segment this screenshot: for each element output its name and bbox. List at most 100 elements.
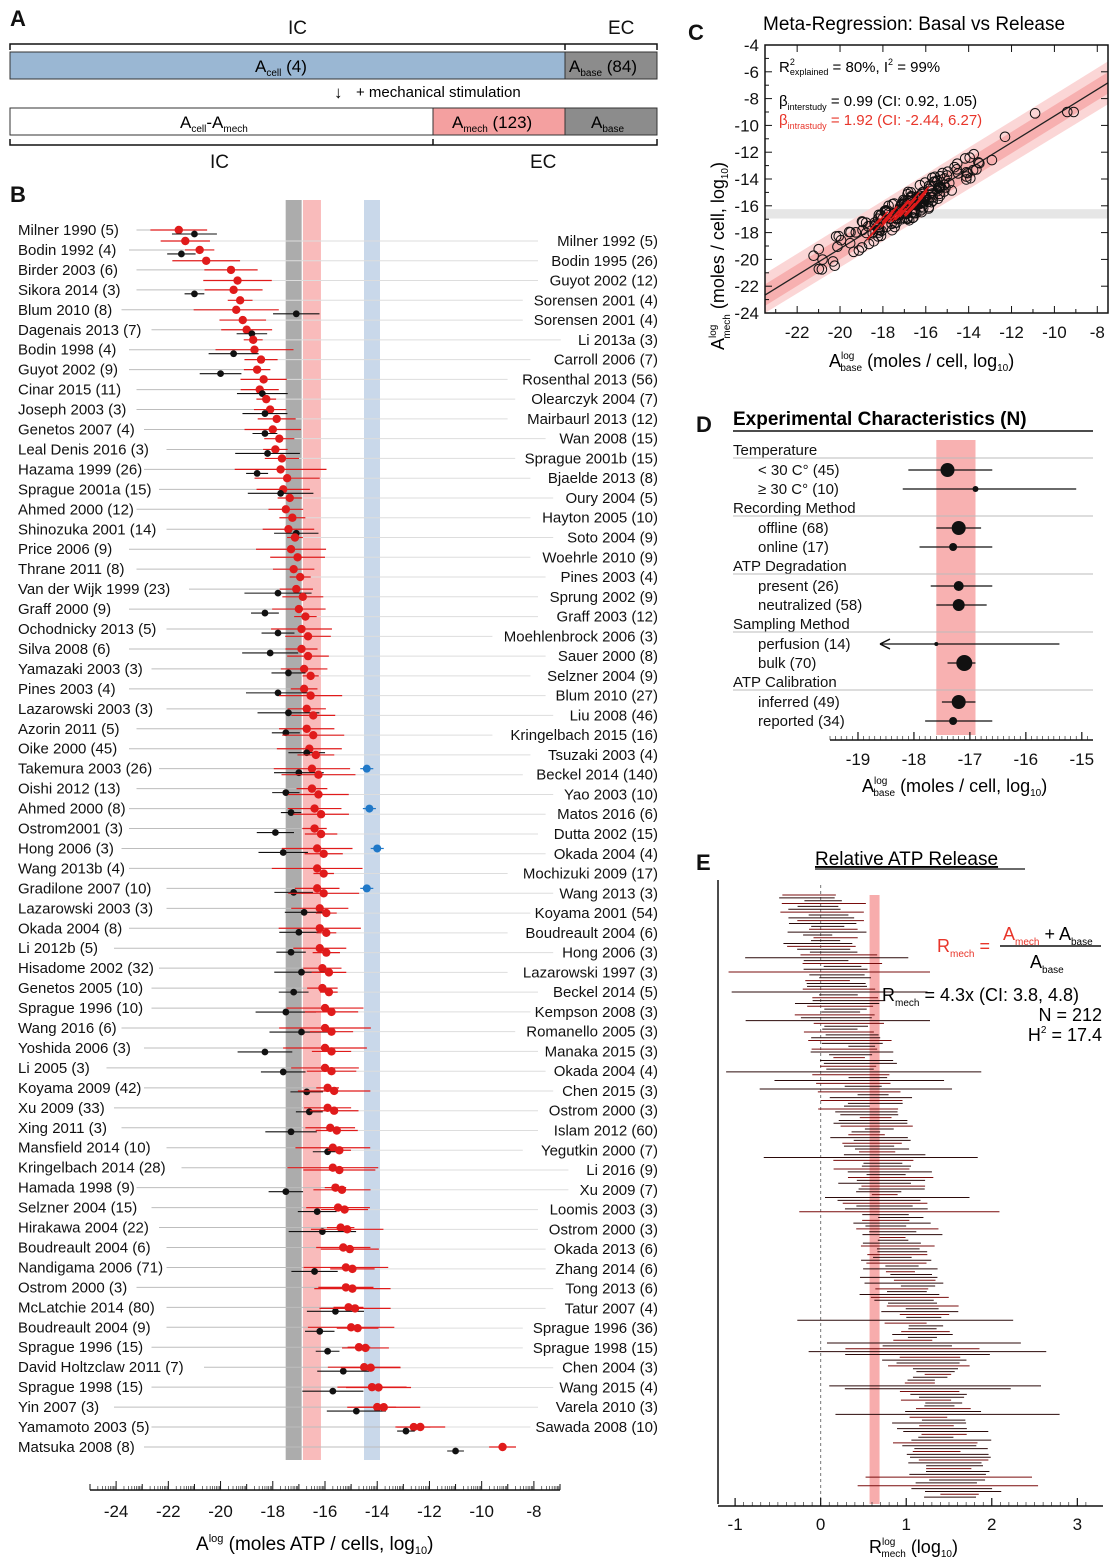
release-point bbox=[316, 810, 326, 819]
release-point bbox=[354, 1343, 364, 1352]
scatter-point bbox=[949, 161, 960, 173]
release-point bbox=[322, 948, 331, 957]
panel-e-tick-label: 2 bbox=[987, 1515, 996, 1534]
basal-point bbox=[274, 689, 282, 697]
scatter-point bbox=[883, 200, 894, 212]
release-point bbox=[285, 493, 294, 503]
panel-a-bot-ic: IC bbox=[210, 152, 229, 173]
release-point bbox=[341, 1283, 351, 1292]
left-study-label: Selzner 2004 (15) bbox=[18, 1200, 137, 1217]
panel-b-tick-label: -22 bbox=[156, 1502, 181, 1521]
release-point bbox=[307, 784, 317, 793]
panel-b-x-axis: -24 -22 -20 -18 -16 -14 -12 -10 -8 bbox=[89, 1481, 561, 1521]
release-point bbox=[275, 434, 284, 443]
left-study-label: Joseph 2003 (3) bbox=[18, 402, 126, 419]
panel-c-plot: -22 -20 -18 -16 -14 -12 -10 -8 -4 -6 -8 -10 -12 -14 -1… bbox=[734, 36, 1109, 342]
left-study-label: Ochodnicky 2013 (5) bbox=[18, 621, 156, 638]
release-point bbox=[327, 1047, 336, 1056]
left-study-label: Ostrom2001 (3) bbox=[18, 821, 123, 838]
scatter-point bbox=[816, 264, 828, 275]
release-point bbox=[286, 545, 296, 554]
left-study-label: Boudreault 2004 (6) bbox=[18, 1239, 151, 1256]
left-arrow-icon bbox=[879, 638, 891, 650]
basal-point bbox=[277, 489, 285, 497]
release-point bbox=[319, 849, 328, 858]
right-study-label: Bodin 1995 (26) bbox=[551, 253, 658, 270]
release-point bbox=[322, 928, 331, 938]
panel-e-tick-label: 3 bbox=[1073, 1515, 1082, 1534]
basal-point bbox=[282, 1188, 290, 1196]
basal-point bbox=[352, 1407, 360, 1415]
release-point bbox=[316, 829, 326, 839]
group-header: Temperature bbox=[733, 442, 817, 459]
release-point bbox=[297, 624, 306, 634]
scatter-point bbox=[808, 250, 819, 261]
release-point bbox=[201, 256, 211, 265]
release-point bbox=[318, 963, 327, 973]
scatter-point bbox=[929, 171, 941, 183]
right-study-label: Sprague 2001b (15) bbox=[525, 450, 658, 467]
release-point bbox=[335, 1146, 344, 1155]
estimate-point bbox=[956, 655, 973, 671]
summary-band bbox=[765, 209, 1108, 219]
intrastudy-segment bbox=[880, 214, 893, 228]
scatter-point bbox=[856, 242, 868, 253]
panel-e-result: Rmech = 4.3x (CI: 3.8, 4.8) bbox=[882, 985, 1079, 1009]
left-study-label: Kringelbach 2014 (28) bbox=[18, 1160, 166, 1177]
basal-point bbox=[253, 470, 261, 477]
release-point bbox=[256, 355, 266, 364]
release-point bbox=[232, 305, 241, 315]
panel-c-letter: C bbox=[688, 20, 704, 45]
release-point bbox=[323, 1103, 332, 1113]
right-study-label: Okada 2013 (6) bbox=[554, 1241, 658, 1258]
panel-d-tick-label: -19 bbox=[846, 750, 871, 769]
basal-point bbox=[292, 310, 300, 318]
left-study-label: Shinozuka 2001 (14) bbox=[18, 521, 156, 538]
left-study-label: Boudreault 2004 (9) bbox=[18, 1319, 151, 1336]
panel-d-tick-label: -18 bbox=[902, 750, 927, 769]
scatter-point bbox=[961, 174, 972, 185]
panel-e-eq-den: Abase bbox=[1030, 952, 1064, 976]
basal-point bbox=[339, 1367, 347, 1375]
release-point bbox=[297, 644, 306, 654]
right-study-label: Romanello 2005 (3) bbox=[526, 1024, 658, 1041]
cell-summary-band bbox=[364, 200, 380, 1460]
panel-e-n: N = 212 bbox=[1038, 1005, 1102, 1025]
right-study-label: Manaka 2015 (3) bbox=[545, 1043, 658, 1060]
estimate-point bbox=[951, 521, 966, 535]
basal-point bbox=[261, 430, 269, 437]
release-point bbox=[320, 1023, 330, 1033]
right-study-label: Sprung 2002 (9) bbox=[550, 589, 658, 606]
panel-d-xlabel: Alog base (moles / cell, log10) bbox=[862, 776, 1047, 799]
left-study-label: Sprague 1996 (10) bbox=[18, 1000, 143, 1017]
basal-point bbox=[324, 1347, 332, 1355]
basal-point bbox=[282, 789, 290, 797]
scatter-point bbox=[872, 231, 884, 242]
left-study-label: Thrane 2011 (8) bbox=[18, 561, 124, 578]
left-study-label: Li 2012b (5) bbox=[18, 940, 98, 957]
right-study-label: Oury 2004 (5) bbox=[565, 490, 658, 507]
cell-point bbox=[373, 844, 382, 853]
right-study-label: Beckel 2014 (5) bbox=[553, 984, 658, 1001]
basal-point bbox=[217, 370, 224, 378]
right-study-label: Hayton 2005 (10) bbox=[542, 510, 658, 527]
left-study-label: Xu 2009 (33) bbox=[18, 1100, 105, 1117]
release-point bbox=[315, 904, 324, 913]
left-study-label: Graff 2000 (9) bbox=[18, 601, 111, 618]
panel-e-summary-band bbox=[869, 895, 880, 1504]
scatter-point bbox=[962, 167, 973, 179]
panel-c-ytick-label: -8 bbox=[744, 90, 759, 109]
left-study-label: Leal Denis 2016 (3) bbox=[18, 441, 149, 458]
left-study-label: David Holtzclaw 2011 (7) bbox=[18, 1359, 184, 1376]
basal-point bbox=[282, 1008, 290, 1016]
basal-point bbox=[305, 1108, 313, 1116]
panel-b-tick-label: -24 bbox=[104, 1502, 129, 1521]
panel-e-eq-num: Amech + Abase bbox=[1003, 924, 1093, 948]
group-row-label: perfusion (14) bbox=[758, 636, 851, 653]
panel-c-xtick-label: -16 bbox=[913, 323, 938, 342]
basal-point bbox=[248, 330, 256, 338]
basal-point bbox=[271, 829, 279, 836]
intrastudy-segment bbox=[899, 204, 911, 218]
panel-c-ytick-label: -14 bbox=[734, 170, 759, 189]
right-study-label: Guyot 2002 (12) bbox=[550, 273, 658, 290]
